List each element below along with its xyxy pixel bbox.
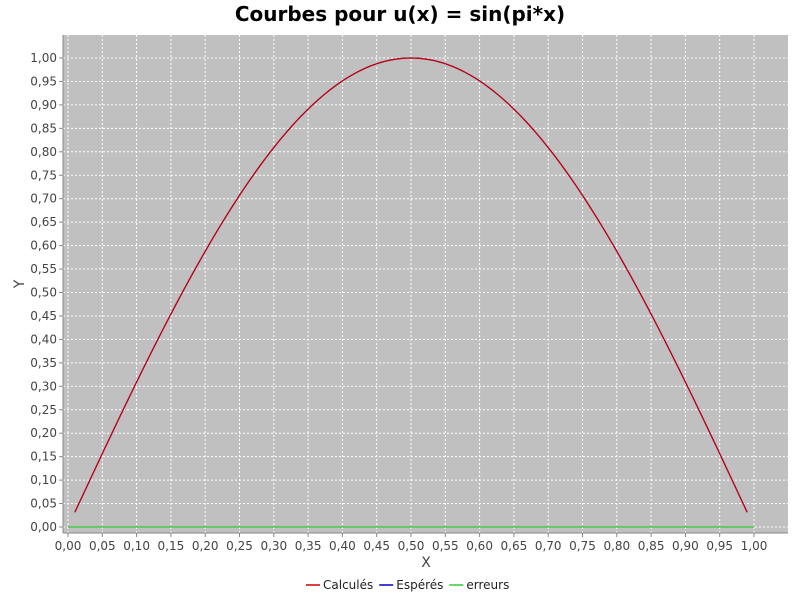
plot-area [63, 35, 788, 533]
x-tick-label: 1,00 [741, 539, 768, 553]
y-tick-label: 0,55 [30, 262, 57, 276]
y-axis-label: Y [12, 279, 28, 289]
y-tick-label: 0,60 [30, 239, 57, 253]
x-tick-label: 0,45 [363, 539, 390, 553]
x-tick-label: 0,30 [260, 539, 287, 553]
legend-label-3: erreurs [466, 578, 509, 592]
y-tick-label: 0,30 [30, 379, 57, 393]
x-tick-label: 0,25 [226, 539, 253, 553]
y-tick-label: 0,25 [30, 403, 57, 417]
x-tick-label: 0,60 [466, 539, 493, 553]
x-tick-label: 0,00 [55, 539, 82, 553]
x-tick-label: 0,15 [158, 539, 185, 553]
y-tick-label: 0,10 [30, 473, 57, 487]
x-tick-label: 0,65 [501, 539, 528, 553]
y-tick-label: 0,00 [30, 520, 57, 534]
x-tick-label: 0,85 [638, 539, 665, 553]
grid-lines [63, 35, 788, 533]
x-tick-label: 0,55 [432, 539, 459, 553]
x-tick-label: 0,20 [192, 539, 219, 553]
y-tick-label: 0,35 [30, 356, 57, 370]
x-axis: 0,00 0,05 0,10 0,15 0,20 0,25 0,30 0,35 0,40 0,45… [55, 533, 768, 553]
y-tick-label: 0,70 [30, 192, 57, 206]
series-line-1 [74, 57, 748, 513]
legend-label-2: Espérés [396, 578, 443, 592]
legend: Calculés Espérés erreurs [306, 578, 509, 592]
x-tick-label: 0,10 [123, 539, 150, 553]
x-tick-label: 0,95 [706, 539, 733, 553]
x-tick-label: 0,40 [329, 539, 356, 553]
y-tick-label: 0,40 [30, 332, 57, 346]
x-axis-label: X [421, 555, 431, 571]
x-tick-label: 0,80 [603, 539, 630, 553]
y-tick-label: 0,80 [30, 145, 57, 159]
x-tick-label: 0,90 [672, 539, 699, 553]
x-tick-label: 0,05 [89, 539, 116, 553]
y-tick-label: 0,90 [30, 98, 57, 112]
x-tick-label: 0,50 [398, 539, 425, 553]
y-tick-label: 0,15 [30, 450, 57, 464]
y-tick-label: 0,75 [30, 168, 57, 182]
y-tick-label: 0,85 [30, 121, 57, 135]
legend-label-1: Calculés [323, 578, 373, 592]
y-tick-label: 0,45 [30, 309, 57, 323]
y-axis: 0,00 0,05 0,10 0,15 0,20 0,25 0,30 0,35 0,40 0,45… [30, 51, 63, 534]
y-tick-label: 0,20 [30, 426, 57, 440]
y-tick-label: 0,05 [30, 497, 57, 511]
y-tick-label: 0,65 [30, 215, 57, 229]
chart-title: Courbes pour u(x) = sin(pi*x) [235, 2, 565, 26]
x-tick-label: 0,75 [569, 539, 596, 553]
y-tick-label: 1,00 [30, 51, 57, 65]
series-group [68, 57, 754, 528]
y-tick-label: 0,95 [30, 74, 57, 88]
y-tick-label: 0,50 [30, 286, 57, 300]
x-tick-label: 0,70 [535, 539, 562, 553]
x-tick-label: 0,35 [295, 539, 322, 553]
